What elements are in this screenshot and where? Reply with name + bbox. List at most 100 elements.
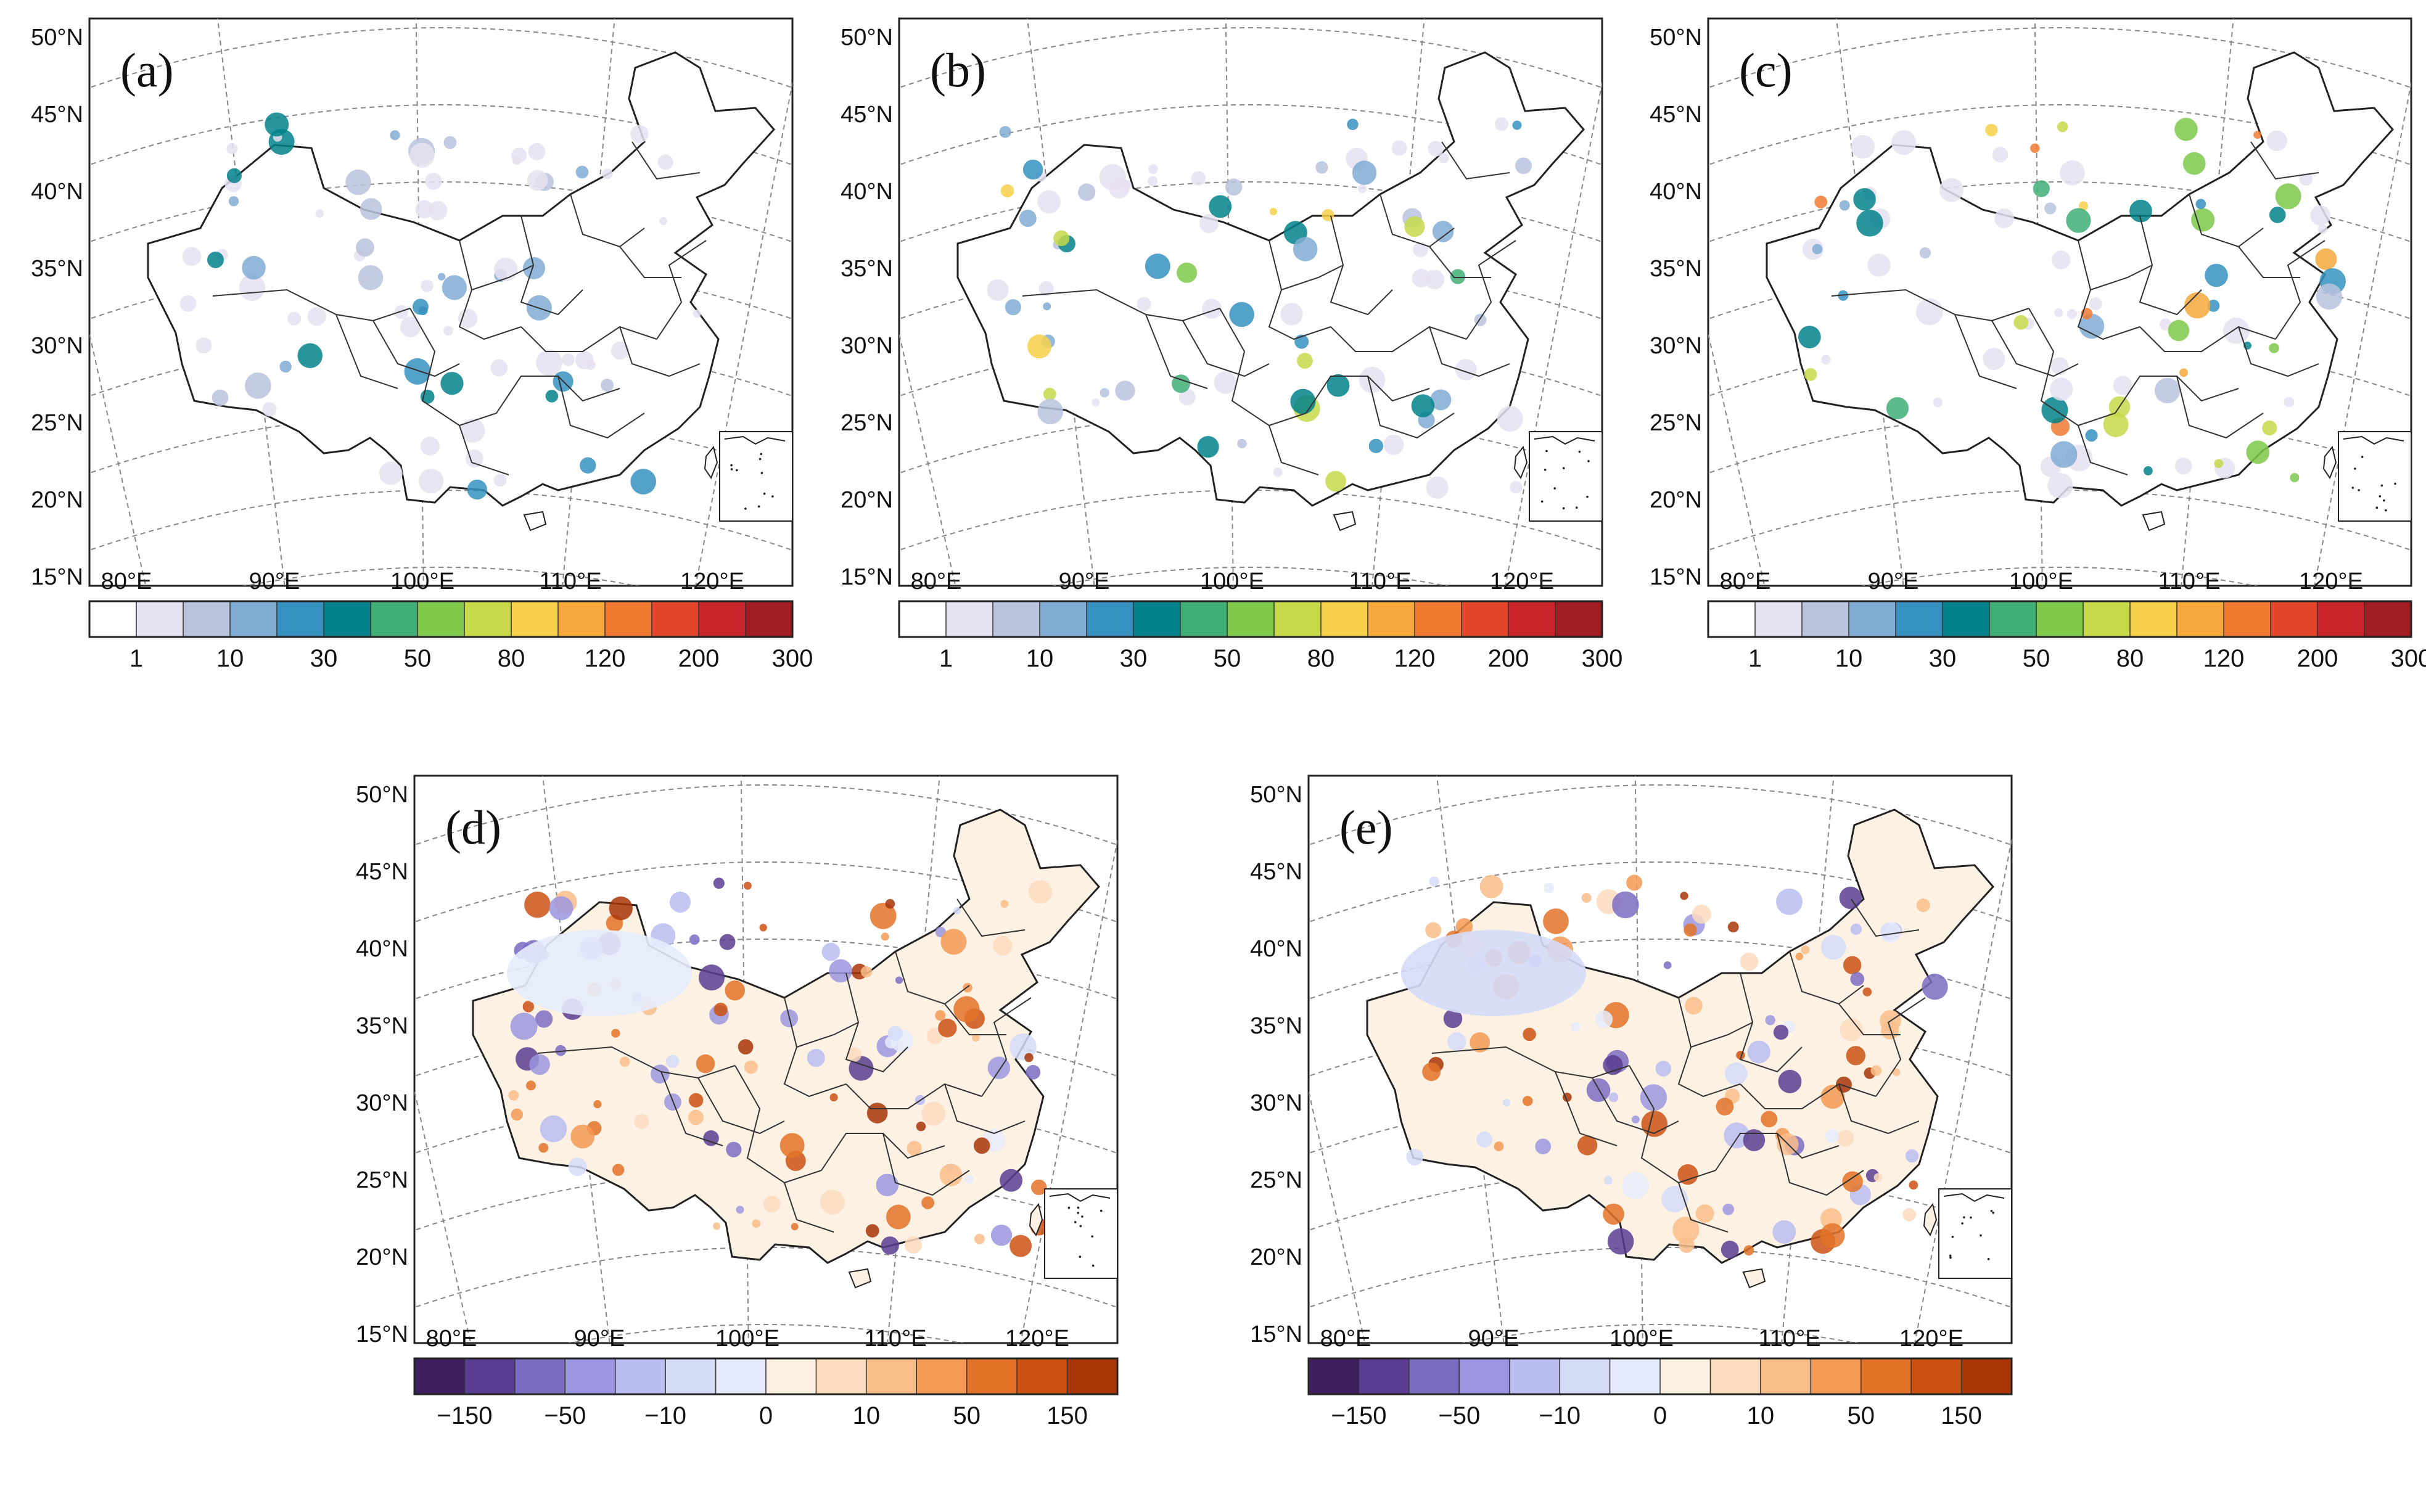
field-hotspot — [907, 1141, 922, 1156]
field-hotspot — [696, 1054, 715, 1074]
field-hotspot — [2266, 130, 2287, 151]
field-hotspot — [1368, 438, 1384, 453]
field-hotspot — [2315, 248, 2337, 270]
panel-label: (e) — [1339, 800, 1393, 854]
field-hotspot — [2269, 343, 2279, 353]
longitude-label: 90°E — [1059, 569, 1110, 594]
longitude-label: 120°E — [1490, 569, 1554, 594]
colorbar-bin — [1559, 1358, 1611, 1395]
latitude-label: 50°N — [841, 25, 893, 51]
field-hotspot — [887, 1025, 903, 1041]
field-hotspot — [400, 316, 421, 337]
field-hotspot — [1510, 480, 1523, 494]
field-hotspot — [593, 1100, 602, 1109]
field-hotspot — [763, 1195, 781, 1213]
panel-b: 50°N 45°N 40°N 35°N 30°N 25°N 20°N 15°N 80°E 90°E… — [841, 17, 1622, 672]
field-hotspot — [522, 1001, 535, 1013]
field-hotspot — [1024, 1053, 1034, 1062]
field-hotspot — [2207, 299, 2220, 312]
field-hotspot — [1391, 140, 1407, 156]
field-hotspot — [2299, 172, 2313, 186]
field-hotspot — [1494, 117, 1509, 131]
field-hotspot — [881, 932, 889, 941]
field-hotspot — [2066, 208, 2091, 233]
field-hotspot — [1724, 1122, 1750, 1149]
colorbar-tick-label: 80 — [498, 645, 525, 672]
field-hotspot — [736, 1206, 744, 1214]
latitude-gridline — [242, 567, 639, 586]
field-hotspot — [1640, 1084, 1667, 1111]
field-hotspot — [1853, 187, 1876, 211]
field-hotspot — [1836, 1130, 1854, 1147]
longitude-label: 100°E — [1610, 1326, 1674, 1352]
field-hotspot — [1450, 269, 1466, 284]
field-hotspot — [876, 1173, 899, 1196]
field-hotspot — [527, 170, 548, 191]
colorbar: −150 −50 −10 0 10 50 150 — [1307, 1357, 2013, 1429]
field-hotspot — [2033, 180, 2050, 197]
field-hotspot — [2089, 297, 2102, 311]
colorbar-tick-label: 0 — [1653, 1402, 1667, 1429]
field-hotspot — [1725, 1062, 1748, 1085]
field-hotspot — [885, 898, 895, 909]
colorbar-bin — [2317, 601, 2366, 638]
latitude-label: 40°N — [1650, 179, 1702, 205]
field-hotspot — [2013, 314, 2029, 330]
colorbar-bin — [1508, 1358, 1561, 1395]
field-hotspot — [2195, 199, 2206, 210]
field-hotspot — [265, 112, 289, 137]
field-hotspot — [356, 238, 374, 257]
field-hotspot — [1430, 389, 1452, 411]
colorbar-tick-label: 50 — [1847, 1402, 1875, 1429]
field-hotspot — [1447, 1032, 1466, 1051]
field-hotspot — [1202, 298, 1222, 319]
field-hotspot — [1820, 1085, 1845, 1109]
colorbar-bin — [2270, 601, 2319, 638]
field-hotspot — [1994, 208, 2014, 228]
longitude-label: 100°E — [715, 1326, 779, 1352]
field-hotspot — [1916, 898, 1930, 913]
field-hotspot — [1939, 178, 1963, 202]
field-hotspot — [549, 896, 574, 921]
colorbar-bin — [514, 1358, 566, 1395]
field-hotspot — [1839, 200, 1850, 211]
china-map — [956, 51, 1585, 531]
field-hotspot — [1922, 974, 1948, 1000]
longitude-label: 120°E — [680, 569, 744, 594]
latitude-label: 50°N — [356, 782, 408, 808]
latitude-label: 25°N — [356, 1167, 408, 1193]
panel-a: 50°N 45°N 40°N 35°N 30°N 25°N 20°N 15°N 80°E 90°E… — [31, 17, 813, 672]
colorbar-bin — [945, 601, 994, 638]
field-hotspot — [182, 247, 202, 266]
colorbar-bin — [1895, 601, 1944, 638]
field-hotspot — [1037, 190, 1061, 214]
longitude-label: 80°E — [1720, 569, 1771, 594]
field-hotspot — [512, 155, 522, 165]
field-hotspot — [242, 255, 266, 280]
colorbar-bin — [898, 601, 947, 638]
field-hotspot — [1856, 210, 1883, 237]
field-hotspot — [1497, 406, 1523, 432]
colorbar-tick-label: 30 — [310, 645, 338, 672]
longitude-gridline — [414, 1088, 472, 1343]
field-hotspot — [2103, 411, 2129, 437]
field-hotspot — [2316, 283, 2343, 310]
field-hotspot — [262, 402, 277, 417]
latitude-gridline — [1708, 104, 2411, 166]
field-hotspot — [1892, 1068, 1901, 1076]
field-hotspot — [1804, 368, 1817, 381]
colorbar-bin — [557, 601, 606, 638]
field-hotspot — [2205, 263, 2228, 287]
latitude-label: 20°N — [356, 1244, 408, 1270]
field-hotspot — [1850, 923, 1862, 935]
longitude-label: 100°E — [2009, 569, 2073, 594]
colorbar-tick-label: 10 — [1747, 1402, 1775, 1429]
longitude-label: 90°E — [1468, 1326, 1519, 1352]
field-hotspot — [619, 1056, 630, 1067]
field-hotspot — [1663, 961, 1672, 969]
colorbar-tick-label: −150 — [1331, 1402, 1386, 1429]
longitude-label: 100°E — [1200, 569, 1264, 594]
field-hotspot — [390, 130, 400, 141]
field-hotspot — [611, 341, 630, 360]
field-hotspot — [820, 1189, 845, 1215]
